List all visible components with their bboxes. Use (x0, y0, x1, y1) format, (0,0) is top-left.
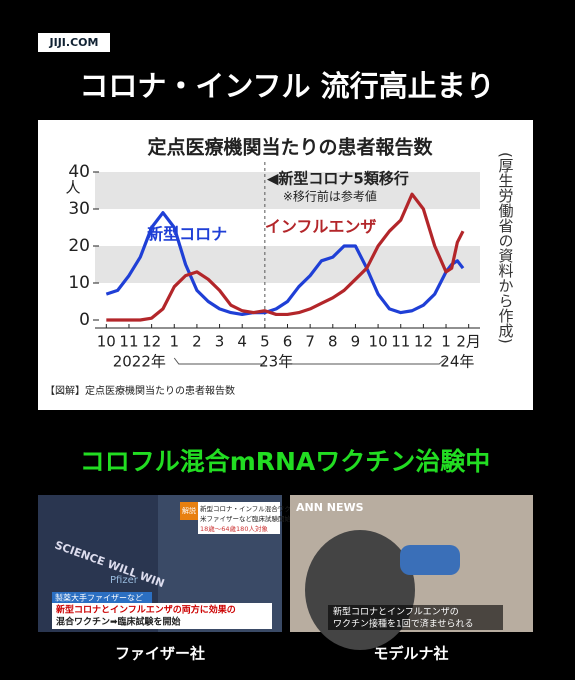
photo-text: 新型コロナとインフルエンザの両方に効果の (56, 604, 236, 616)
x-tick-label: 1 (441, 333, 451, 351)
photo-text: 解説 (182, 506, 196, 515)
x-tick-label: 6 (283, 333, 293, 351)
photo-text: 18歳～64歳180人対象 (200, 524, 268, 533)
annotation: ◀新型コロナ5類移行 (267, 170, 409, 188)
series-line (105, 211, 465, 317)
x-tick-label: 5 (260, 333, 270, 351)
y-tick-label: 20 (68, 236, 90, 256)
source: (厚生労働省の資料から作成) (497, 152, 515, 344)
grid-band (95, 246, 480, 283)
y-tick-label: 30 (68, 199, 90, 219)
photo-text: 混合ワクチン➡臨床試験を開始 (56, 616, 181, 628)
person (305, 530, 415, 650)
x-tick-label: 12 (414, 333, 433, 351)
chart-title: 定点医療機関当たりの患者報告数 (147, 136, 433, 159)
year-label: 24年 (440, 353, 474, 371)
x-tick-label: 12 (142, 333, 161, 351)
series-line (106, 192, 465, 322)
x-tick-label: 2 (192, 333, 202, 351)
chart-caption: 【図解】定点医療機関当たりの患者報告数 (45, 384, 235, 397)
photo-text: 製薬大手ファイザーなど (55, 593, 143, 603)
series-label: 新型コロナ (147, 224, 227, 243)
logo-box (38, 33, 110, 52)
x-tick-label: 10 (97, 333, 116, 351)
label-box (52, 592, 152, 603)
photo-text: 新型コロナ・インフル混合ワクチン (200, 504, 304, 513)
headline-box (198, 502, 280, 534)
photo-text: ワクチン接種を1回で済ませられる (333, 618, 473, 630)
x-tick-label: 1 (169, 333, 179, 351)
photo-text: Pfizer (110, 575, 139, 586)
logo: JIJI.COM (49, 36, 99, 49)
annotation: ※移行前は参考値 (283, 189, 377, 204)
y-tick-label: 0 (79, 310, 90, 330)
grid-band (95, 172, 480, 209)
x-tick-label: 3 (215, 333, 225, 351)
y-tick-label: 10 (68, 273, 90, 293)
x-tick-label: 2月 (456, 333, 481, 351)
caption-box (328, 605, 503, 630)
x-tick-label: 7 (305, 333, 315, 351)
photo-caption: モデルナ社 (373, 645, 448, 663)
photo-caption: ファイザー社 (115, 645, 205, 663)
photo-text: 新型コロナとインフルエンザの (333, 606, 459, 618)
year-bracket (173, 357, 447, 365)
x-tick-label: 8 (328, 333, 338, 351)
photo-text: ANN NEWS (296, 501, 364, 514)
x-tick-label: 9 (351, 333, 361, 351)
x-tick-label: 4 (237, 333, 247, 351)
y-tick-label: 40 (68, 162, 90, 182)
x-tick-label: 11 (119, 333, 138, 351)
year-label: 23年 (259, 353, 293, 371)
photo-text: 米ファイザーなど臨床試験開始 (200, 514, 292, 523)
caption-box (52, 603, 272, 629)
series-label: インフルエンザ (265, 217, 377, 236)
subtitle: コロフル混合mRNAワクチン治験中 (80, 447, 491, 476)
badge (180, 502, 198, 520)
x-tick-label: 10 (369, 333, 388, 351)
y-unit: 人 (65, 179, 80, 197)
title: コロナ・インフル 流行高止まり (79, 69, 494, 103)
glove (400, 545, 460, 575)
year-label: 2022年 (113, 353, 166, 371)
x-tick-label: 11 (391, 333, 410, 351)
